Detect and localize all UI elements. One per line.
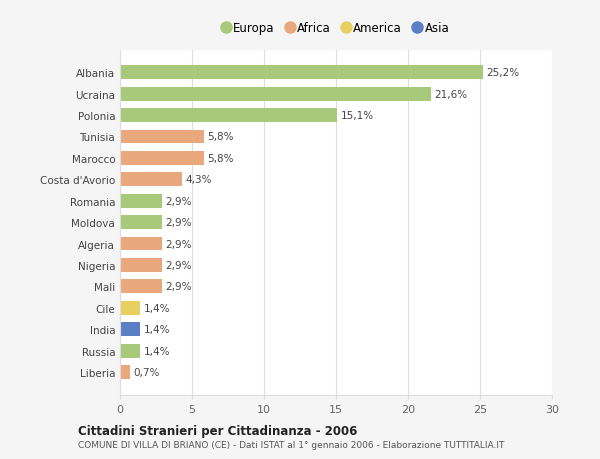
Bar <box>120 173 182 187</box>
Text: 1,4%: 1,4% <box>144 346 170 356</box>
Text: 2,9%: 2,9% <box>166 196 192 206</box>
Bar <box>120 258 162 272</box>
Text: 2,9%: 2,9% <box>166 282 192 291</box>
Text: 5,8%: 5,8% <box>207 154 233 163</box>
Bar <box>120 237 162 251</box>
Bar <box>120 280 162 294</box>
Text: 2,9%: 2,9% <box>166 218 192 228</box>
Text: 5,8%: 5,8% <box>207 132 233 142</box>
Text: 0,7%: 0,7% <box>134 367 160 377</box>
Legend: Europa, Africa, America, Asia: Europa, Africa, America, Asia <box>223 22 449 35</box>
Text: 2,9%: 2,9% <box>166 239 192 249</box>
Bar <box>120 323 140 336</box>
Bar <box>120 88 431 101</box>
Bar <box>120 130 203 144</box>
Text: 1,4%: 1,4% <box>144 303 170 313</box>
Text: 2,9%: 2,9% <box>166 260 192 270</box>
Bar <box>120 344 140 358</box>
Text: COMUNE DI VILLA DI BRIANO (CE) - Dati ISTAT al 1° gennaio 2006 - Elaborazione TU: COMUNE DI VILLA DI BRIANO (CE) - Dati IS… <box>78 441 505 449</box>
Bar <box>120 216 162 230</box>
Bar <box>120 365 130 379</box>
Text: 21,6%: 21,6% <box>434 90 468 100</box>
Text: 25,2%: 25,2% <box>487 68 520 78</box>
Text: 15,1%: 15,1% <box>341 111 374 121</box>
Text: Cittadini Stranieri per Cittadinanza - 2006: Cittadini Stranieri per Cittadinanza - 2… <box>78 424 358 437</box>
Bar <box>120 151 203 166</box>
Bar <box>120 194 162 208</box>
Bar <box>120 66 483 80</box>
Text: 4,3%: 4,3% <box>185 175 212 185</box>
Bar <box>120 109 337 123</box>
Bar <box>120 301 140 315</box>
Text: 1,4%: 1,4% <box>144 325 170 335</box>
